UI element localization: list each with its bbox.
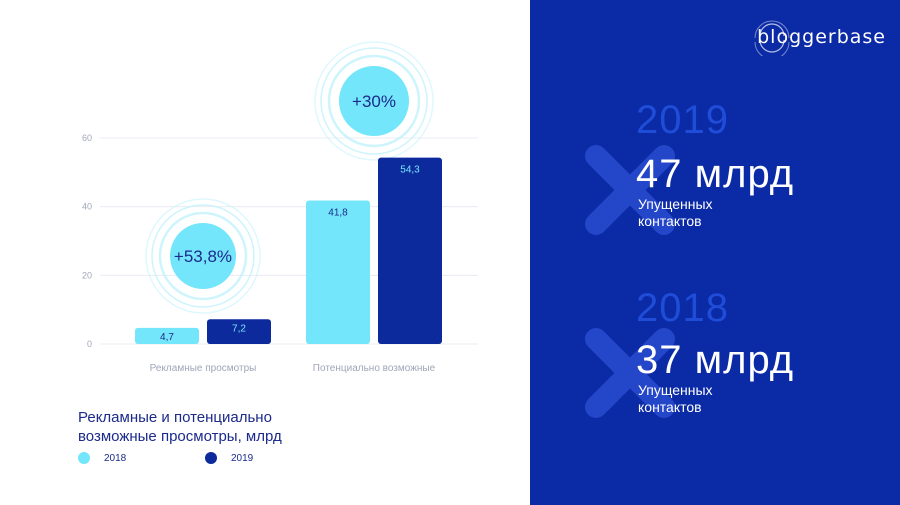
legend-swatch-2019	[205, 452, 217, 464]
annotation-ring	[320, 47, 428, 155]
stat-year-2019: 2019	[636, 98, 729, 142]
bar-2019	[378, 157, 442, 344]
legend-label-2018: 2018	[104, 452, 127, 464]
logo-rings-icon	[754, 20, 790, 56]
data-label: 4,7	[160, 332, 174, 343]
annotation-label: +30%	[352, 92, 396, 111]
annotation-label: +53,8%	[174, 247, 232, 266]
annotation-ring	[327, 54, 421, 148]
chart-panel: 0 20 40 60 4,7 7,2 Рекламные просмотры 41,8 54,3…	[78, 41, 478, 464]
legend-swatch-2018	[78, 452, 90, 464]
chart-title-line-2: возможные просмотры, млрд	[78, 428, 282, 445]
stat-caption-2018: Упущенных контактов	[638, 382, 758, 416]
stat-caption-2019: Упущенных контактов	[638, 196, 758, 230]
y-tick-label: 20	[82, 270, 92, 280]
data-label: 54,3	[400, 165, 420, 176]
brand-logo: bloggerbase	[757, 26, 886, 48]
stat-year-2018: 2018	[636, 286, 729, 330]
annotation-ring	[314, 41, 434, 161]
stats-panel	[530, 0, 900, 505]
bar-2018	[135, 327, 199, 344]
chart-title-line-1: Рекламные и потенциально	[78, 409, 272, 426]
annotation-ring	[158, 211, 248, 301]
category-label: Потенциально возможные	[313, 363, 436, 374]
stat-caption-line: Упущенных	[638, 382, 713, 398]
y-tick-label: 0	[87, 339, 92, 349]
stat-caption-line: Упущенных	[638, 196, 713, 212]
data-label: 41,8	[328, 207, 348, 218]
bar-2018	[306, 200, 370, 344]
cross-icon	[585, 145, 675, 235]
annotation-ring	[145, 198, 261, 314]
legend-item-2019: 2019	[205, 452, 253, 464]
cross-icon	[585, 328, 675, 418]
annotation-badge	[339, 66, 409, 136]
bar-2019	[207, 319, 271, 344]
data-label: 7,2	[232, 323, 246, 334]
stat-caption-line: контактов	[638, 399, 702, 415]
category-label: Рекламные просмотры	[150, 363, 257, 374]
stat-value-2018: 37 млрд	[636, 338, 795, 382]
legend-label-2019: 2019	[231, 452, 254, 464]
chart-title: Рекламные и потенциально возможные просм…	[78, 408, 378, 446]
annotation-ring	[151, 204, 255, 308]
legend-item-2018: 2018	[78, 452, 126, 464]
stat-value-2019: 47 млрд	[636, 152, 795, 196]
annotation-badge	[170, 223, 236, 289]
y-tick-label: 60	[82, 133, 92, 143]
stat-caption-line: контактов	[638, 213, 702, 229]
bar-chart: 0 20 40 60 4,7 7,2 Рекламные просмотры 41,8 54,3…	[82, 41, 478, 374]
y-tick-label: 40	[82, 202, 92, 212]
